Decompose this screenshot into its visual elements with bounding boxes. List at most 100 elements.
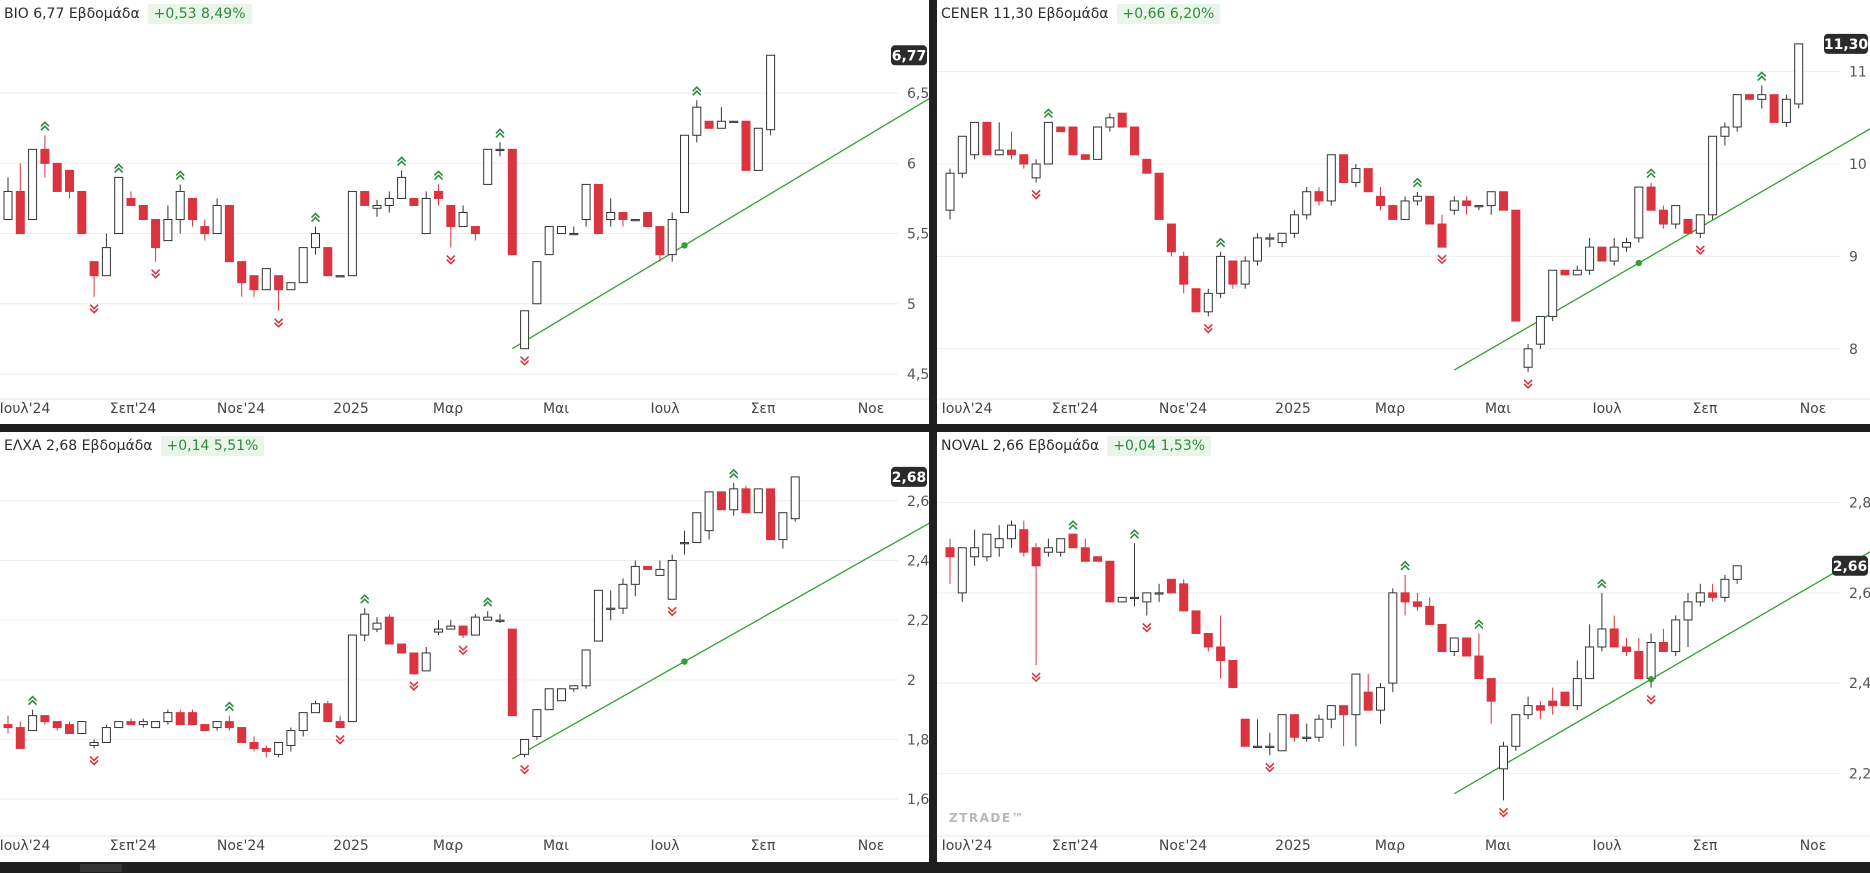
candle [1609, 237, 1619, 266]
noval-candlestick-chart[interactable]: 2,8 2,6 2,4 2,2 Ιουλ'24 Σεπ'24 Νοε'24 2025 Μαρ Μα… [937, 432, 1870, 862]
y-tick-label: 2,4 [1849, 676, 1870, 692]
candle [421, 191, 431, 235]
candle-body [680, 542, 689, 545]
candle-body [1216, 646, 1226, 662]
candle-body [360, 190, 370, 206]
candle [1671, 205, 1681, 229]
candle-body [1240, 260, 1250, 285]
candle [1548, 687, 1558, 715]
candle-body [200, 724, 210, 732]
candle [1622, 237, 1631, 252]
candle [274, 741, 284, 758]
chart-panel-noval[interactable]: 2,8 2,6 2,4 2,2 Ιουλ'24 Σεπ'24 Νοε'24 2025 Μαρ Μα… [937, 432, 1870, 862]
candle [692, 512, 702, 544]
candle [495, 614, 505, 624]
chevron-down-icon [151, 269, 161, 279]
candle [397, 170, 407, 199]
candle [261, 268, 271, 291]
candle-body [483, 148, 493, 185]
candle-body [237, 727, 247, 743]
candle-body [274, 275, 284, 291]
candle-body [1511, 714, 1521, 747]
scrollbar-thumb[interactable] [80, 864, 122, 872]
candle [1228, 260, 1238, 289]
candle-body [729, 120, 739, 123]
candles [3, 476, 800, 758]
candle-body [569, 685, 579, 690]
candle-body [323, 703, 333, 723]
candle-body [1769, 94, 1779, 123]
candle-body [753, 488, 763, 514]
elxa-candlestick-chart[interactable]: 2,6 2,4 2,2 2 1,8 1,6 Ιουλ'24 Σεπ'24 Νοε'24 2025 Μ… [0, 432, 929, 862]
bio-candlestick-chart[interactable]: 6,5 6 5,5 5 4,5 Ιουλ'24 Σεπ'24 Νοε'24 2025 Μαρ Μαι… [0, 0, 929, 424]
candle [643, 565, 653, 570]
candle-body [1708, 592, 1718, 598]
candle-body [1486, 678, 1496, 702]
candle-body [421, 197, 431, 235]
candle-body [1376, 195, 1385, 207]
candle [1437, 214, 1447, 248]
candle [544, 226, 554, 256]
candle-body [1351, 673, 1361, 716]
candle-body [114, 721, 124, 729]
chart-panel-cener[interactable]: 11 10 9 8 Ιουλ'24 Σεπ'24 Νοε'24 2025 Μαρ Μαι Ιουλ Σ… [937, 0, 1870, 424]
candle-body [1572, 678, 1582, 707]
candle [101, 233, 111, 277]
candle-body [1253, 745, 1262, 748]
candle-body [274, 741, 284, 755]
candle-body [126, 721, 136, 726]
candle [557, 688, 566, 702]
candle [1117, 596, 1127, 603]
candle [1474, 205, 1484, 211]
candle [372, 199, 382, 217]
grid [0, 500, 898, 800]
candle-body [1400, 592, 1410, 603]
candle [446, 620, 456, 630]
candle-body [1339, 705, 1349, 716]
candle [224, 204, 234, 263]
candle-body [77, 190, 87, 235]
noval-change-badge: +0,04 1,53% [1107, 436, 1212, 456]
candle-body [1560, 269, 1570, 276]
candle [1732, 565, 1742, 584]
candle-body [1166, 578, 1176, 594]
candle-body [335, 275, 345, 278]
candle-body [557, 688, 566, 702]
chart-panel-elxa[interactable]: 2,6 2,4 2,2 2 1,8 1,6 Ιουλ'24 Σεπ'24 Νοε'24 2025 Μ… [0, 432, 929, 862]
candle [532, 261, 542, 305]
y-tick-label: 4,5 [907, 367, 929, 383]
x-tick-label: Μαρ [1375, 838, 1405, 854]
candle-body [163, 712, 173, 723]
chart-panel-bio[interactable]: 6,5 6 5,5 5 4,5 Ιουλ'24 Σεπ'24 Νοε'24 2025 Μαρ Μαι… [0, 0, 929, 424]
candle [409, 197, 419, 206]
candle-body [1289, 214, 1299, 234]
x-tick-label: Μαι [1485, 401, 1511, 417]
candle [680, 134, 689, 214]
candle [1425, 195, 1435, 225]
x-axis: Ιουλ'24 Σεπ'24 Νοε'24 2025 Μαρ Μαι Ιουλ Σεπ Νοε [0, 838, 884, 854]
chevron-up-icon [483, 597, 493, 607]
candle [311, 700, 320, 714]
candle [520, 739, 530, 758]
candle-body [1339, 154, 1349, 183]
chevron-down-icon [89, 304, 99, 314]
candle [1179, 579, 1189, 612]
candle-body [655, 568, 665, 576]
candle-body [581, 183, 591, 221]
cener-candlestick-chart[interactable]: 11 10 9 8 Ιουλ'24 Σεπ'24 Νοε'24 2025 Μαρ Μαι Ιουλ Σ… [937, 0, 1870, 424]
x-tick-label: Σεπ'24 [110, 401, 157, 417]
candle-body [138, 721, 148, 726]
chevron-up-icon [1400, 560, 1410, 571]
candle [1289, 714, 1299, 742]
chevron-down-icon [1142, 622, 1152, 633]
candle-body [1142, 592, 1152, 603]
chevron-down-icon [274, 318, 284, 328]
candle-body [458, 212, 468, 228]
candle [151, 721, 161, 729]
x-axis: Ιουλ'24 Σεπ'24 Νοε'24 2025 Μαρ Μαι Ιουλ Σεπ Νοε [942, 401, 1827, 417]
candle-body [1511, 209, 1521, 322]
horizontal-scrollbar[interactable] [0, 862, 1870, 873]
candle [1683, 592, 1693, 647]
candle-body [1622, 242, 1631, 248]
candle-body [1523, 348, 1533, 368]
